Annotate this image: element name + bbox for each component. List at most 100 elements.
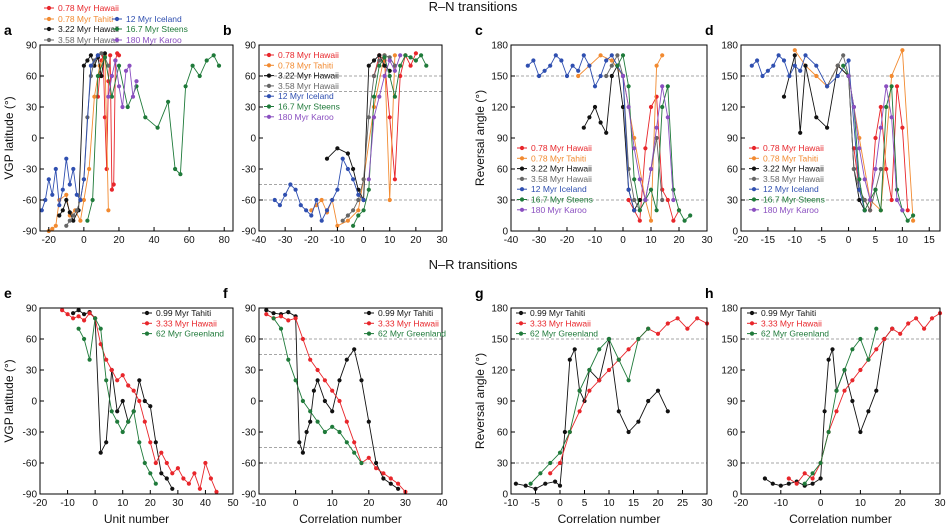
x-tick-label: 10 — [645, 235, 657, 246]
data-point — [665, 84, 670, 89]
data-point — [424, 63, 429, 68]
data-point — [654, 125, 659, 130]
data-point — [351, 208, 356, 213]
data-point — [173, 166, 178, 172]
data-point — [765, 68, 771, 73]
data-point — [874, 326, 879, 331]
x-tick-label: 25 — [677, 498, 689, 509]
data-point — [803, 63, 808, 68]
data-point — [857, 187, 862, 192]
data-point — [361, 177, 366, 182]
legend-swatch-dot — [266, 73, 272, 78]
data-point — [626, 104, 631, 110]
x-tick-label: 30 — [934, 498, 946, 509]
data-point — [170, 486, 175, 491]
data-point — [134, 79, 139, 84]
data-point — [850, 347, 855, 352]
data-point — [682, 218, 687, 223]
plot-frame — [39, 44, 234, 232]
data-point — [398, 73, 403, 79]
data-point — [632, 208, 637, 213]
data-point — [792, 63, 797, 68]
data-point — [557, 483, 563, 488]
series-line — [804, 328, 877, 484]
y-tick-label: 60 — [26, 72, 38, 83]
legend-item: 180 Myr Karoo — [749, 205, 819, 215]
y-tick-label: 0 — [502, 227, 508, 238]
y-tick-label: 0 — [31, 397, 37, 408]
legend-item: 180 Myr Karoo — [112, 35, 182, 45]
data-point — [123, 68, 129, 73]
data-point — [120, 373, 125, 378]
x-axis-label: Correlation number — [789, 512, 892, 526]
data-point — [626, 378, 631, 383]
data-point — [81, 197, 86, 203]
data-point — [181, 476, 186, 481]
data-point — [148, 404, 153, 409]
data-point — [685, 326, 690, 331]
legend-swatch-dot — [46, 26, 52, 32]
legend-swatch-dot — [751, 166, 757, 171]
data-point — [116, 63, 122, 68]
data-point — [616, 409, 621, 414]
x-tick-label: -40 — [504, 235, 519, 246]
data-point — [609, 63, 614, 68]
data-point — [387, 115, 392, 120]
data-point — [776, 53, 781, 58]
data-point — [335, 146, 340, 151]
legend-swatch-dot — [751, 197, 757, 202]
data-point — [351, 177, 356, 182]
data-point — [637, 218, 642, 223]
data-point — [335, 187, 340, 192]
y-tick-label: 150 — [721, 335, 738, 346]
legend-label: 180 Myr Karoo — [763, 205, 819, 215]
panel-c: -40 -30 -20 -10 0 10 20 30 0 30 60 90 120 150 180 c Reve… — [473, 22, 713, 246]
data-point — [792, 53, 797, 58]
data-point — [208, 476, 213, 481]
data-point — [655, 331, 661, 336]
legend-item: 180 Myr Karoo — [517, 205, 587, 215]
legend-item: 3.22 Myr Hawaii — [264, 71, 339, 81]
data-point — [557, 460, 563, 466]
y-tick-label: 150 — [721, 72, 738, 83]
legend-label: 3.33 Myr Hawaii — [530, 318, 591, 328]
data-point — [344, 419, 349, 424]
data-point — [626, 187, 631, 192]
data-point — [620, 73, 626, 79]
y-tick-label: 90 — [497, 134, 509, 145]
legend-swatch-dot — [519, 187, 525, 192]
data-point — [392, 53, 397, 58]
data-point — [528, 481, 533, 486]
legend-item: 3.58 Myr Hawaii — [264, 81, 339, 91]
data-point — [192, 471, 197, 476]
data-point — [293, 187, 298, 192]
y-tick-label: 0 — [732, 490, 738, 501]
data-point — [626, 429, 631, 435]
data-point — [115, 419, 120, 424]
legend-label: 180 Myr Karoo — [126, 35, 182, 45]
y-tick-label: 90 — [26, 304, 38, 315]
legend-swatch-dot — [751, 176, 757, 181]
data-point — [50, 192, 55, 197]
data-point — [857, 177, 862, 182]
data-point — [76, 326, 81, 331]
legend-swatch-dot — [518, 331, 524, 336]
data-point — [654, 208, 659, 213]
data-point — [636, 336, 641, 342]
data-point — [106, 63, 111, 68]
data-point — [293, 378, 298, 383]
data-point — [297, 440, 302, 445]
data-point — [164, 476, 169, 481]
legend-swatch-dot — [266, 114, 272, 119]
data-point — [878, 125, 883, 130]
data-point — [660, 104, 665, 110]
y-tick-label: 30 — [245, 103, 257, 114]
legend-label: 3.58 Myr Hawaii — [763, 174, 824, 184]
data-point — [564, 73, 570, 79]
data-point — [894, 187, 900, 192]
x-tick-label: 0 — [620, 235, 626, 246]
data-point — [337, 378, 342, 383]
x-tick-label: -10 — [252, 498, 267, 509]
legend-swatch-dot — [144, 310, 150, 316]
